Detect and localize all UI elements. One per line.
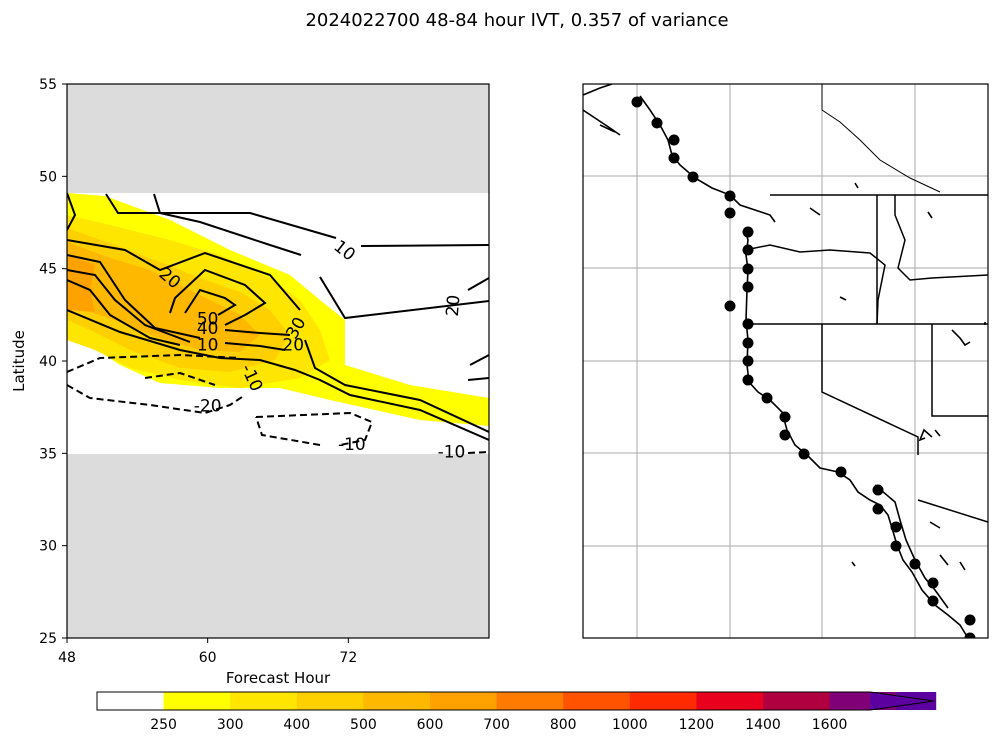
station-marker — [964, 614, 976, 626]
contour-label: -10 — [338, 435, 366, 455]
colorbar-swatch — [363, 692, 431, 710]
station-marker — [742, 244, 754, 256]
station-marker — [872, 484, 884, 496]
station-marker — [724, 207, 736, 219]
station-marker — [631, 96, 643, 108]
map-markers — [631, 96, 976, 638]
station-marker — [724, 300, 736, 312]
map-panel — [582, 83, 989, 639]
colorbar-tick-label: 1600 — [812, 717, 848, 733]
contour-label: 50 — [197, 310, 219, 330]
colorbar-tick-label: 1200 — [679, 717, 715, 733]
station-marker — [687, 171, 699, 183]
station-marker — [742, 374, 754, 386]
ivt-fill-500 — [67, 242, 260, 352]
station-marker — [761, 392, 773, 404]
colorbar-swatch — [563, 692, 631, 710]
station-marker — [668, 152, 680, 164]
y-tick-label: 55 — [39, 77, 57, 93]
colorbar-swatch — [163, 692, 231, 710]
contour-label: 20 — [282, 335, 304, 355]
contour-label: 10 — [197, 335, 219, 355]
colorbar-extend-arrow — [870, 692, 935, 710]
station-marker — [927, 595, 939, 607]
station-marker — [742, 337, 754, 349]
colorbar-tick-label: 400 — [283, 717, 310, 733]
colorbar-tick-label: 500 — [350, 717, 377, 733]
positive-contours — [67, 192, 489, 441]
figure-title: 2024022700 48-84 hour IVT, 0.357 of vari… — [305, 10, 728, 31]
station-marker — [890, 540, 902, 552]
plot-frame-right — [582, 83, 989, 639]
x-axis-label: Forecast Hour — [226, 669, 331, 687]
station-marker — [651, 117, 663, 129]
y-tick-label: 25 — [39, 631, 57, 647]
colorbar-tick-label: 800 — [550, 717, 577, 733]
colorbar-tick-label: 1000 — [612, 717, 648, 733]
station-marker — [724, 190, 736, 202]
station-marker — [872, 503, 884, 515]
colorbar-tick-label: 300 — [217, 717, 244, 733]
colorbar-tick-label: 250 — [150, 717, 177, 733]
contour-label: 40 — [197, 319, 219, 339]
y-axis-label: Latitude — [10, 330, 28, 392]
colorbar-swatch — [296, 692, 364, 710]
y-tick-label: 45 — [39, 262, 57, 278]
state-borders — [744, 194, 988, 523]
axes-left: 48 60 72 25 30 35 40 45 50 55 — [39, 77, 357, 666]
station-marker — [964, 632, 976, 638]
colorbar-swatch — [696, 692, 764, 710]
contour-label: -10 — [438, 442, 466, 462]
y-tick-label: 30 — [39, 539, 57, 555]
x-tick-label: 72 — [339, 650, 357, 666]
international-border — [821, 84, 941, 193]
station-marker — [909, 558, 921, 570]
y-tick-label: 50 — [39, 169, 57, 185]
colorbar-outline — [96, 691, 935, 711]
colorbar-swatch — [763, 692, 831, 710]
negative-contours — [67, 353, 489, 454]
masked-region-bottom — [67, 454, 489, 638]
colorbar-swatch — [496, 692, 564, 710]
masked-region-top — [67, 84, 489, 193]
station-marker — [835, 466, 847, 478]
station-marker — [742, 281, 754, 293]
colorbar-tick-label: 1400 — [745, 717, 781, 733]
colorbar-swatch — [230, 692, 298, 710]
station-marker — [927, 577, 939, 589]
contour-label: 20 — [443, 294, 465, 317]
x-tick-label: 60 — [199, 650, 217, 666]
station-marker — [668, 134, 680, 146]
station-marker — [742, 226, 754, 238]
station-marker — [779, 429, 791, 441]
station-marker — [798, 448, 810, 460]
colorbar-swatch — [430, 692, 498, 710]
station-marker — [742, 355, 754, 367]
x-tick-label: 48 — [58, 650, 76, 666]
station-marker — [742, 318, 754, 330]
y-tick-label: 35 — [39, 446, 57, 462]
station-marker — [779, 411, 791, 423]
colorbar-tick-label: 700 — [483, 717, 510, 733]
station-marker — [742, 263, 754, 275]
contour-label: -20 — [194, 396, 222, 416]
colorbar-under — [97, 692, 164, 710]
ivt-fill-600 — [67, 255, 95, 312]
colorbar: 250 300 400 500 600 700 800 1000 1200 1400 1600 — [96, 691, 937, 733]
colorbar-tick-label: 600 — [417, 717, 444, 733]
station-marker — [890, 521, 902, 533]
colorbar-swatch — [629, 692, 697, 710]
y-tick-label: 40 — [39, 354, 57, 370]
